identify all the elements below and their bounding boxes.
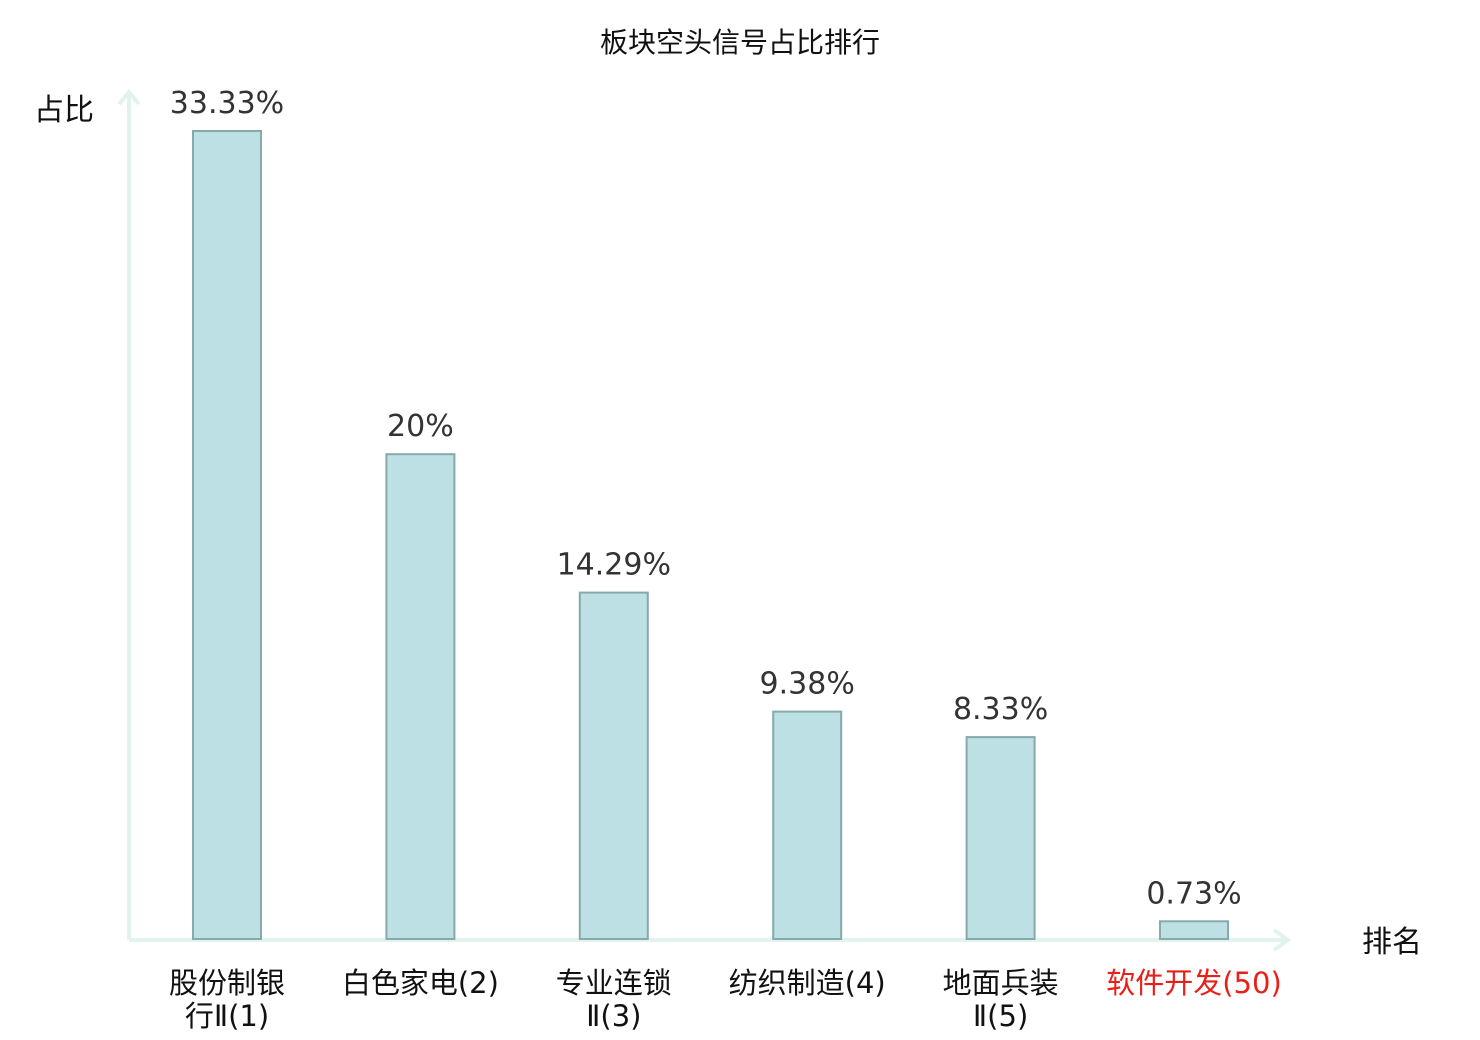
- tick-label-2: 白色家电(2): [342, 966, 499, 1000]
- tick-label-3-line-1: 专业连锁: [556, 966, 672, 1000]
- value-labels-group: 33.33% 20% 14.29% 9.38% 8.33% 0.73%: [170, 86, 1242, 911]
- tick-label-3-line-2: Ⅱ(3): [586, 999, 641, 1033]
- chart-title: 板块空头信号占比排行: [600, 26, 880, 59]
- value-label-4: 9.38%: [760, 667, 855, 702]
- bar-3: [578, 591, 649, 940]
- value-label-2: 20%: [387, 409, 454, 444]
- tick-label-5-line-2: Ⅱ(5): [973, 999, 1028, 1033]
- tick-label-1-line-2: 行Ⅱ(1): [185, 999, 269, 1033]
- bar-4: [772, 710, 843, 940]
- value-label-1: 33.33%: [170, 86, 284, 121]
- tick-label-6: 软件开发(50): [1106, 966, 1282, 1000]
- value-label-6: 0.73%: [1146, 876, 1241, 911]
- x-axis-arrow-icon: [1272, 928, 1292, 952]
- tick-label-4: 纺织制造(4): [729, 966, 886, 1000]
- bars-group: [192, 130, 1229, 940]
- value-label-5: 8.33%: [953, 692, 1048, 727]
- y-axis-label: 占比: [34, 93, 94, 128]
- bar-6: [1159, 920, 1229, 940]
- x-axis-label: 排名: [1362, 925, 1422, 960]
- y-axis-arrow-icon: [117, 88, 141, 106]
- tick-label-1-line-1: 股份制银: [169, 966, 285, 1000]
- value-label-3: 14.29%: [557, 548, 671, 583]
- tick-label-5-line-1: 地面兵装: [943, 966, 1059, 1000]
- bar-1: [192, 130, 262, 940]
- bar-5: [965, 736, 1036, 940]
- bar-2: [385, 453, 456, 940]
